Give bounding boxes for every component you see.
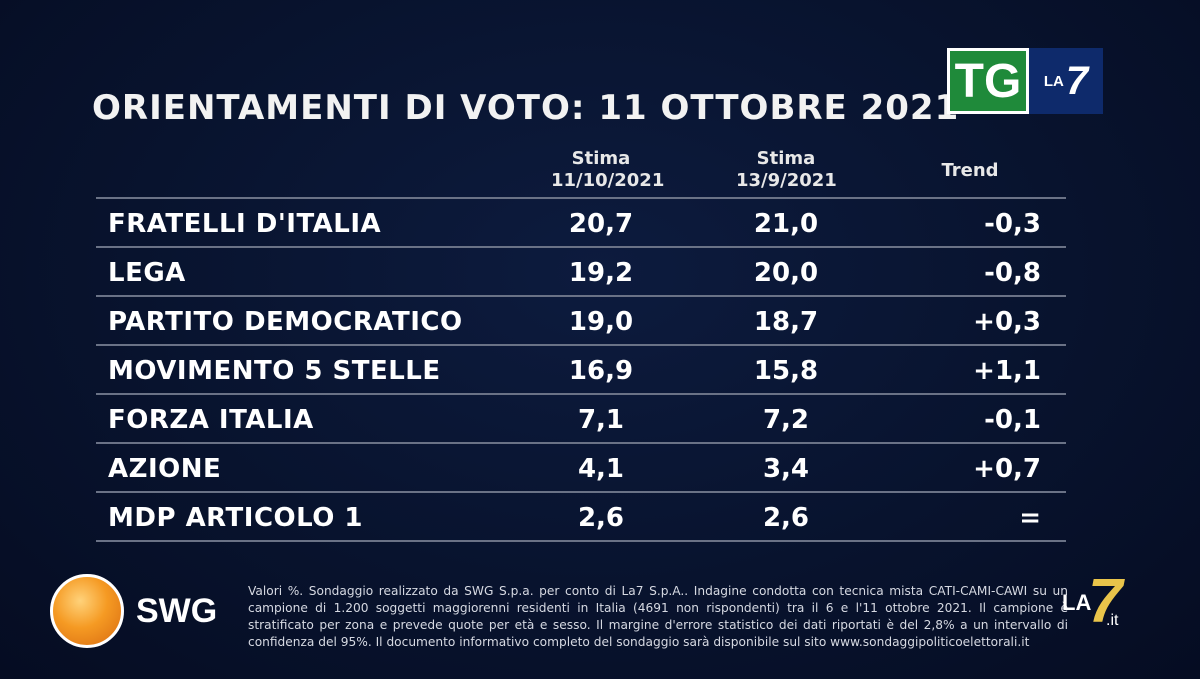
estimate-current: 19,2 [568,258,634,288]
estimate-previous: 3,4 [762,454,810,484]
trend-value: +1,1 [973,356,1041,386]
globe-icon [50,574,124,648]
poll-table: FRATELLI D'ITALIA 20,7 21,0 -0,3 LEGA 19… [96,197,1066,542]
trend-value: = [1019,503,1041,533]
table-row: AZIONE 4,1 3,4 +0,7 [96,442,1066,491]
estimate-previous: 20,0 [753,258,819,288]
party-name: MOVIMENTO 5 STELLE [108,356,441,386]
swg-logo-text: SWG [136,592,218,630]
la7-it-la: LA [1062,590,1092,615]
estimate-previous: 18,7 [753,307,819,337]
column-header-trend: Trend [941,160,999,181]
table-row: FORZA ITALIA 7,1 7,2 -0,1 [96,393,1066,442]
column-header-date: 13/9/2021 [736,170,837,191]
column-header-label: Stima [571,148,631,169]
trend-value: +0,7 [973,454,1041,484]
la7-logo: LA 7 [1029,48,1103,114]
la7-logo-la: LA [1043,72,1064,90]
table-row: MDP ARTICOLO 1 2,6 2,6 = [96,491,1066,542]
trend-value: -0,3 [984,209,1041,239]
party-name: FORZA ITALIA [108,405,314,435]
swg-logo: SWG [50,574,250,648]
party-name: LEGA [108,258,186,288]
tg-logo-text: TG [947,48,1029,114]
column-header-estimate-previous: Stima 13/9/2021 [736,148,837,192]
party-name: PARTITO DEMOCRATICO [108,307,463,337]
la7-logo-seven: 7 [1065,58,1089,103]
estimate-current: 20,7 [568,209,634,239]
la7-it-seven: 7 [1088,567,1123,636]
party-name: FRATELLI D'ITALIA [108,209,382,239]
column-header-estimate-current: Stima 11/10/2021 [551,148,665,192]
estimate-previous: 15,8 [753,356,819,386]
trend-value: -0,8 [984,258,1041,288]
estimate-current: 7,1 [577,405,625,435]
table-row: FRATELLI D'ITALIA 20,7 21,0 -0,3 [96,197,1066,246]
estimate-previous: 2,6 [762,503,810,533]
trend-value: +0,3 [973,307,1041,337]
la7-it-suffix: .it [1106,612,1119,629]
trend-value: -0,1 [984,405,1041,435]
methodology-note: Valori %. Sondaggio realizzato da SWG S.… [248,584,1068,649]
tg-la7-logo: TG LA 7 [947,48,1103,114]
la7-it-logo: 7 LA .it [1062,567,1134,636]
table-row: LEGA 19,2 20,0 -0,8 [96,246,1066,295]
page-title: ORIENTAMENTI DI VOTO: 11 OTTOBRE 2021 [92,88,960,128]
party-name: AZIONE [108,454,222,484]
estimate-previous: 7,2 [762,405,810,435]
column-header-date: 11/10/2021 [551,170,665,191]
estimate-current: 16,9 [568,356,634,386]
table-row: MOVIMENTO 5 STELLE 16,9 15,8 +1,1 [96,344,1066,393]
table-row: PARTITO DEMOCRATICO 19,0 18,7 +0,3 [96,295,1066,344]
estimate-previous: 21,0 [753,209,819,239]
column-header-label: Stima [756,148,816,169]
estimate-current: 4,1 [577,454,625,484]
party-name: MDP ARTICOLO 1 [108,503,364,533]
estimate-current: 19,0 [568,307,634,337]
estimate-current: 2,6 [577,503,625,533]
